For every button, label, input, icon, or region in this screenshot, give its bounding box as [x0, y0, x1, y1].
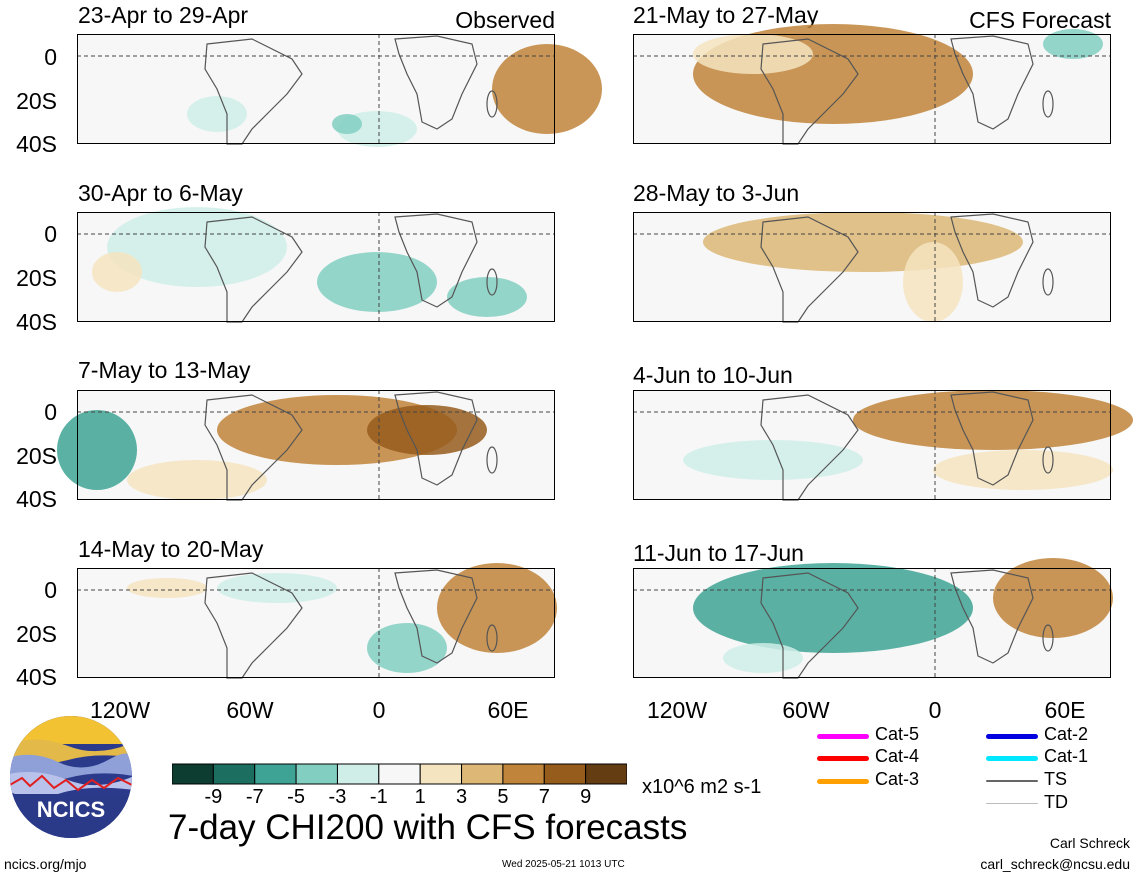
panel-title: 30-Apr to 6-May — [78, 180, 243, 206]
author-email[interactable]: carl_schreck@ncsu.edu — [980, 856, 1130, 872]
panel-title: 23-Apr to 29-Apr — [78, 2, 249, 28]
map-panel — [633, 390, 1133, 501]
panel-label-observed: Observed — [455, 7, 555, 33]
panel-title: 7-May to 13-May — [78, 357, 251, 383]
colorbar-swatch — [295, 763, 338, 785]
colorbar-swatches — [172, 763, 627, 785]
legend-cat5: Cat-5 — [875, 724, 920, 744]
map-panel — [633, 212, 1111, 323]
map-panel — [77, 563, 557, 679]
x-tick-label: 0 — [928, 697, 942, 723]
logo-text: NCICS — [37, 797, 105, 822]
panel-title: 28-May to 3-Jun — [633, 180, 800, 206]
colorbar-swatch — [172, 763, 214, 785]
source-url[interactable]: ncics.org/mjo — [4, 856, 87, 872]
map-panel — [77, 207, 555, 323]
colorbar-tick-label: 5 — [497, 786, 509, 808]
colorbar-swatch — [336, 763, 380, 785]
colorbar-swatch — [419, 763, 463, 785]
author: Carl Schreck — [1049, 835, 1130, 851]
panel-title: 11-Jun to 17-Jun — [633, 540, 804, 566]
colorbar-swatch — [502, 763, 545, 785]
colorbar-swatch — [585, 763, 627, 785]
cat3-swatch — [817, 779, 869, 784]
colorbar-swatch — [543, 763, 587, 785]
x-tick-label: 0 — [372, 697, 386, 723]
panel-label-forecast: CFS Forecast — [969, 7, 1111, 33]
x-tick-label: 120W — [646, 697, 708, 723]
figure-title: 7-day CHI200 with CFS forecasts — [168, 808, 688, 847]
legend-cat3: Cat-3 — [875, 769, 920, 789]
timestamp: Wed 2025-05-21 1013 UTC — [502, 859, 625, 870]
colorbar-tick-label: -5 — [287, 786, 305, 808]
x-tick-label: 60E — [1044, 697, 1086, 723]
legend-cat4: Cat-4 — [875, 746, 920, 766]
colorbar-tick-label: 9 — [580, 786, 592, 808]
x-tick-label: 60W — [226, 697, 274, 723]
colorbar-tick-label: 3 — [455, 786, 468, 808]
panel-title: 21-May to 27-May — [633, 2, 819, 28]
legend-cat2: Cat-2 — [1044, 724, 1089, 744]
cat2-swatch — [986, 734, 1038, 739]
cat5-swatch — [817, 734, 869, 739]
colorbar-tick-label: -1 — [369, 786, 388, 808]
colorbar-tick-label: 7 — [538, 786, 550, 808]
ncics-logo: NCICS — [8, 714, 134, 840]
ts-swatch — [986, 780, 1038, 782]
panel-title: 4-Jun to 10-Jun — [633, 362, 793, 388]
y-tick-label: 20S — [16, 621, 57, 647]
colorbar-units: x10^6 m2 s-1 — [642, 776, 762, 798]
legend-td: TD — [1044, 792, 1068, 812]
legend-ts: TS — [1044, 769, 1068, 789]
y-tick-label: 40S — [16, 664, 57, 690]
y-tick-label: 40S — [16, 486, 57, 512]
colorbar-tick-label: -9 — [204, 786, 223, 808]
y-tick-label: 20S — [16, 88, 57, 114]
map-panel — [77, 34, 602, 147]
x-tick-label: 60W — [782, 697, 830, 723]
colorbar-swatch — [378, 763, 421, 785]
y-tick-label: 0 — [44, 44, 57, 70]
td-swatch — [986, 803, 1038, 804]
colorbar-tick-label: -7 — [245, 786, 264, 808]
colorbar-tick-label: -3 — [328, 786, 347, 808]
panel-title: 14-May to 20-May — [78, 536, 264, 562]
y-tick-label: 40S — [16, 309, 57, 335]
colorbar-tick-label: 1 — [414, 786, 426, 808]
y-tick-label: 40S — [16, 131, 57, 157]
colorbar-swatch — [254, 763, 297, 785]
x-tick-label: 60E — [487, 697, 529, 723]
y-tick-label: 20S — [16, 443, 57, 469]
x-tick-label: 120W — [89, 697, 151, 723]
y-tick-label: 0 — [44, 577, 57, 603]
legend-cat1: Cat-1 — [1044, 746, 1089, 766]
map-panel — [633, 24, 1111, 145]
cat1-swatch — [986, 756, 1038, 761]
map-panel — [633, 558, 1113, 679]
y-tick-label: 0 — [44, 221, 57, 247]
cat4-swatch — [817, 756, 869, 761]
map-panel — [57, 390, 555, 501]
y-tick-label: 20S — [16, 265, 57, 291]
y-tick-label: 0 — [44, 399, 57, 425]
colorbar-swatch — [461, 763, 504, 785]
colorbar-swatch — [212, 763, 256, 785]
